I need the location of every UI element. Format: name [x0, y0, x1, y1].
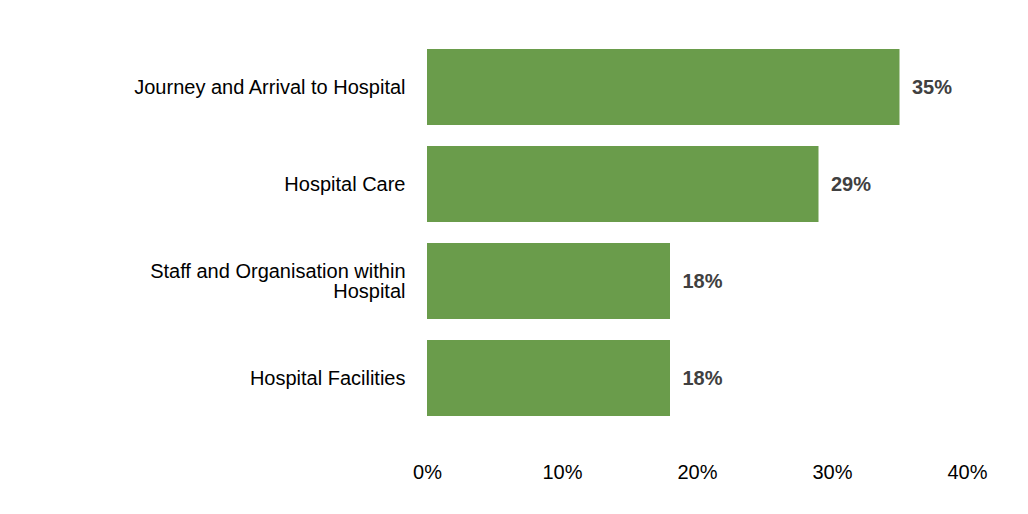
svg-text:30%: 30%	[812, 461, 852, 483]
svg-text:18%: 18%	[683, 367, 723, 389]
svg-text:Hospital Facilities: Hospital Facilities	[250, 367, 406, 389]
svg-text:18%: 18%	[683, 270, 723, 292]
svg-text:10%: 10%	[542, 461, 582, 483]
svg-text:35%: 35%	[912, 76, 952, 98]
svg-text:40%: 40%	[947, 461, 987, 483]
svg-text:20%: 20%	[677, 461, 717, 483]
svg-text:Staff and Organisation withinH: Staff and Organisation withinHospital	[150, 260, 405, 302]
svg-text:0%: 0%	[413, 461, 442, 483]
svg-text:Journey and Arrival to Hospita: Journey and Arrival to Hospital	[134, 76, 405, 98]
svg-text:29%: 29%	[831, 173, 871, 195]
svg-text:Hospital Care: Hospital Care	[284, 173, 405, 195]
